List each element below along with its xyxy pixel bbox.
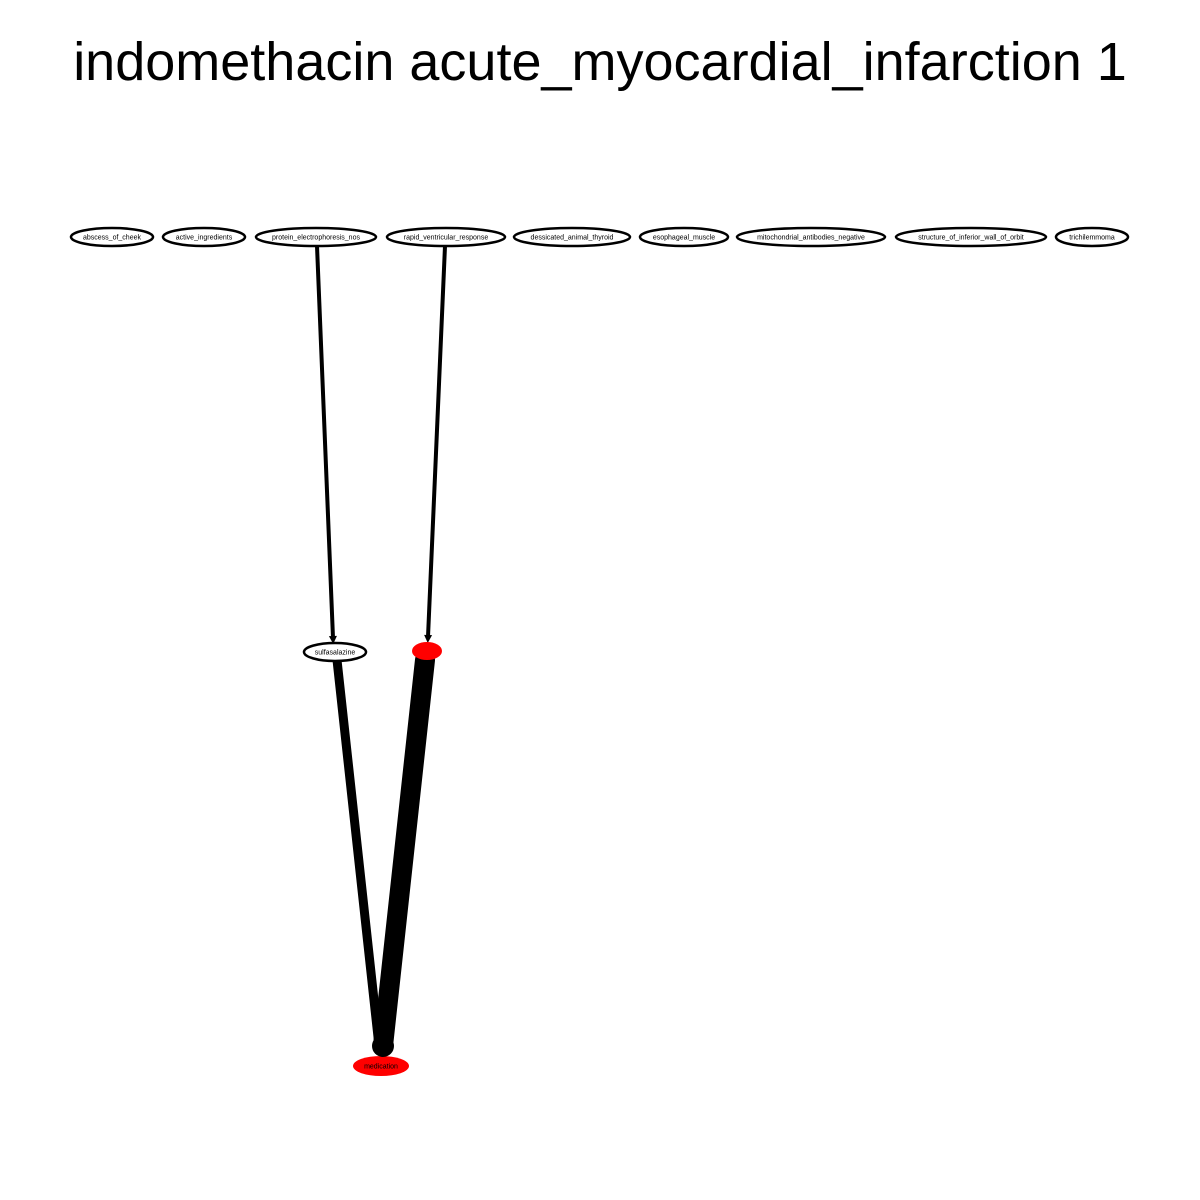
node-shape xyxy=(735,226,887,248)
node-medication[interactable]: medication xyxy=(353,1056,409,1076)
node-label: protein_electrophoresis_nos xyxy=(272,235,360,242)
edge-line xyxy=(332,655,384,1051)
arrowhead-icon xyxy=(328,635,337,644)
node-shape xyxy=(1054,226,1130,248)
diagram-title: indomethacin acute_myocardial_infarction… xyxy=(73,32,1127,92)
node-protein-electrophoresis-nos[interactable]: protein_electrophoresis_nos xyxy=(254,226,378,248)
node-shape xyxy=(512,226,632,248)
node-label: structure_of_inferior_wall_of_orbit xyxy=(918,235,1023,242)
edges-layer xyxy=(315,244,447,1057)
node-shape xyxy=(638,226,730,248)
node-abscess-of-cheek[interactable]: abscess_of_cheek xyxy=(69,226,155,248)
node-shape xyxy=(302,641,368,663)
node-dessicated-animal-thyroid[interactable]: dessicated_animal_thyroid xyxy=(512,226,632,248)
node-esophageal-muscle[interactable]: esophageal_muscle xyxy=(638,226,730,248)
node-structure-of-inferior-wall-of-orbit[interactable]: structure_of_inferior_wall_of_orbit xyxy=(894,226,1048,248)
edge-rapid-ventricular-response-to-unlabeled-red xyxy=(424,244,447,643)
edge-unlabeled-red-to-medication xyxy=(372,650,435,1057)
edge-line xyxy=(373,650,435,1056)
node-active-ingredients[interactable]: active_ingredients xyxy=(161,226,247,248)
node-label: abscess_of_cheek xyxy=(83,235,141,242)
node-label: medication xyxy=(364,1064,398,1071)
node-shape xyxy=(385,226,507,248)
node-label: esophageal_muscle xyxy=(653,235,715,242)
node-sulfasalazine[interactable]: sulfasalazine xyxy=(302,641,368,663)
node-label: dessicated_animal_thyroid xyxy=(531,235,614,242)
edge-endpoint xyxy=(372,1035,394,1057)
node-trichilemmoma[interactable]: trichilemmoma xyxy=(1054,226,1130,248)
node-label: rapid_ventricular_response xyxy=(404,235,489,242)
node-shape xyxy=(161,226,247,248)
node-label: mitochondrial_antibodies_negative xyxy=(757,235,865,242)
arrowhead-icon xyxy=(424,634,433,643)
node-label: sulfasalazine xyxy=(315,650,356,657)
node-label: active_ingredients xyxy=(176,235,233,242)
edge-line xyxy=(315,244,335,640)
node-shape xyxy=(412,642,442,660)
edge-sulfasalazine-to-medication xyxy=(332,655,384,1051)
nodes-layer: abscess_of_cheek active_ingredients protei… xyxy=(69,226,1130,663)
node-shape xyxy=(353,1056,409,1076)
node-shape xyxy=(894,226,1048,248)
node-unlabeled-red[interactable] xyxy=(412,642,442,660)
edge-line xyxy=(426,244,447,639)
node-label: trichilemmoma xyxy=(1069,235,1115,242)
node-shape xyxy=(254,226,378,248)
node-mitochondrial-antibodies-negative[interactable]: mitochondrial_antibodies_negative xyxy=(735,226,887,248)
edge-protein-electrophoresis-nos-to-sulfasalazine xyxy=(315,244,337,644)
node-rapid-ventricular-response[interactable]: rapid_ventricular_response xyxy=(385,226,507,248)
node-shape xyxy=(69,226,155,248)
